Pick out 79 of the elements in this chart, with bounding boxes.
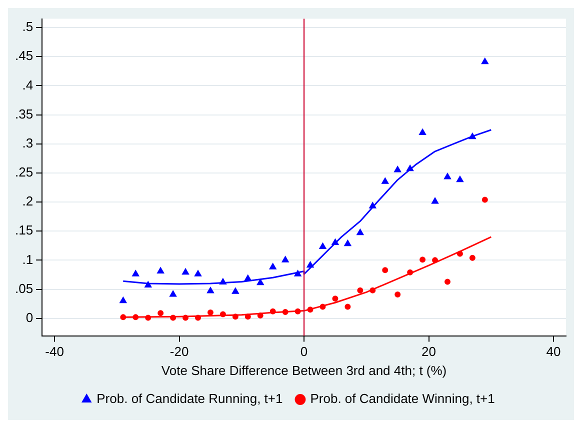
point [170,314,176,321]
point [220,311,226,318]
point [370,287,376,294]
y-tick-label: .2 [22,194,34,209]
point [244,314,251,320]
point [194,270,202,276]
point [481,58,488,64]
point [456,176,464,182]
point [232,314,238,320]
point [406,164,414,172]
point [207,310,214,316]
point [332,238,339,245]
point [319,242,326,250]
point [306,261,314,268]
point [444,173,452,180]
point [420,256,426,263]
x-tick-label: 40 [546,344,561,360]
point [382,267,388,274]
y-tick-label: .3 [22,135,34,150]
point [157,267,164,274]
point [344,304,351,310]
point [132,270,140,276]
point [120,314,126,320]
y-tick-label: .35 [14,106,34,122]
point [357,287,364,294]
point [132,314,139,320]
point [344,240,352,246]
point [158,310,164,316]
legend-label: Prob. of Candidate Winning, t+1 [310,391,495,406]
x-tick-label: -40 [45,344,64,360]
point [468,132,476,140]
y-tick-label: .4 [22,77,34,92]
point [469,254,476,261]
point [144,281,152,288]
y-tick-label: .45 [14,48,34,64]
y-tick-label: .05 [14,280,34,296]
point [320,304,326,310]
y-tick-label: .15 [14,222,34,238]
point [394,292,401,298]
point [256,278,264,286]
point [170,290,177,297]
point [257,312,264,318]
legend-label: Prob. of Candidate Running, t+1 [96,391,283,406]
point [456,250,463,257]
point [232,288,239,294]
x-axis-title: Vote Share Difference Between 3rd and 4th; t (%) [161,362,447,378]
point [270,308,276,314]
point [269,263,276,270]
point [282,256,289,262]
point [182,314,189,321]
point [482,196,488,203]
point [419,128,426,136]
point [195,314,202,321]
point [407,269,414,276]
point [356,228,364,236]
y-tick-label: .5 [22,19,34,34]
point [294,270,302,276]
point [394,166,402,172]
point [120,296,127,304]
point [369,202,376,208]
point [294,308,301,314]
point [444,278,450,285]
x-tick-label: 20 [422,344,436,360]
point [219,278,226,285]
point [432,257,438,264]
y-tick-label: .25 [14,164,34,180]
x-tick-label: -20 [170,344,189,360]
point [182,268,190,275]
point [431,197,439,204]
point [145,314,152,321]
point [382,178,389,184]
point [282,308,288,315]
point [244,274,252,282]
point [332,296,338,302]
y-tick-label: .1 [22,252,34,267]
point [206,287,214,294]
y-tick-label: 0 [26,310,34,325]
point [307,306,314,313]
x-tick-label: 0 [300,344,308,360]
